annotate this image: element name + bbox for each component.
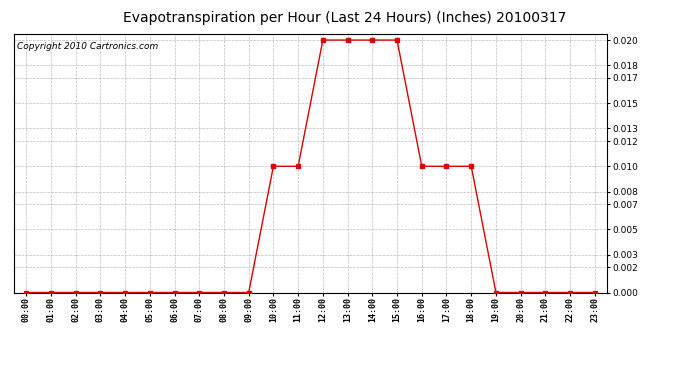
Text: Copyright 2010 Cartronics.com: Copyright 2010 Cartronics.com <box>17 42 158 51</box>
Text: Evapotranspiration per Hour (Last 24 Hours) (Inches) 20100317: Evapotranspiration per Hour (Last 24 Hou… <box>124 11 566 25</box>
